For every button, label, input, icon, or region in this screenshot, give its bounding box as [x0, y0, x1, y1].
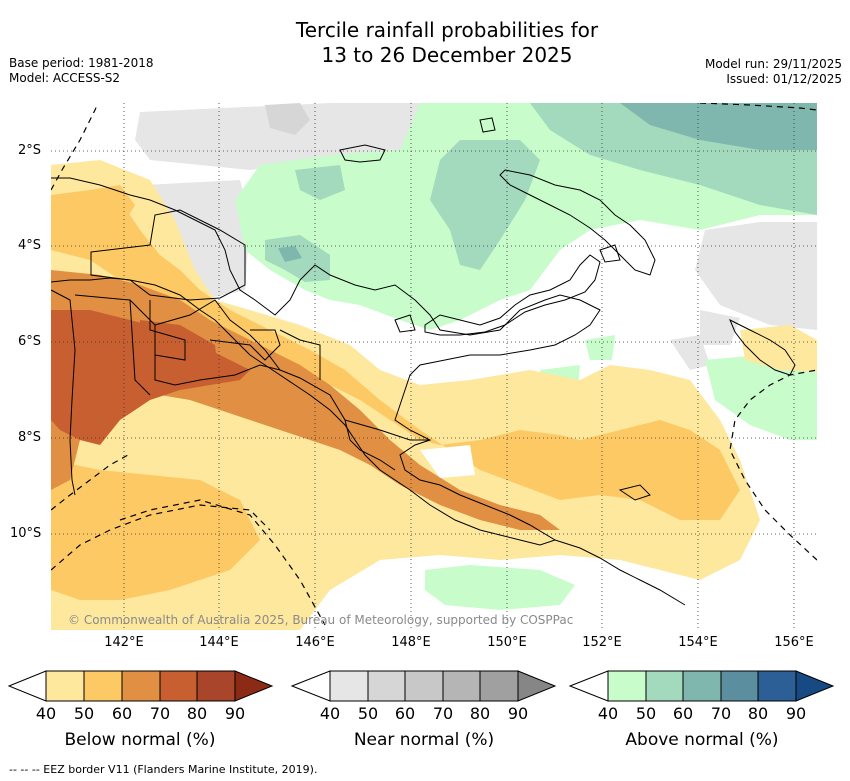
- title-line-1: Tercile rainfall probabilities for: [295, 18, 599, 42]
- near-normal-zone: [695, 222, 817, 330]
- eez-footnote: -- -- -- EEZ border V11 (Flanders Marine…: [9, 763, 318, 776]
- coastline: [51, 117, 796, 606]
- legend-tick: 70: [432, 704, 454, 723]
- lon-label: 148°E: [391, 635, 431, 650]
- lon-label: 150°E: [487, 635, 527, 650]
- eez-border: [51, 103, 817, 626]
- lon-label: 156°E: [774, 635, 814, 650]
- below-normal-zone: [80, 185, 135, 230]
- above-normal-zone: [295, 165, 345, 200]
- legend-tick: 80: [469, 704, 491, 723]
- lat-label: 10°S: [10, 526, 42, 541]
- legend-above-normal: [568, 670, 835, 702]
- legend-tick: 60: [672, 704, 694, 723]
- legend-tick: 90: [507, 704, 529, 723]
- above-normal-zone: [585, 335, 615, 360]
- model-info: Base period: 1981-2018 Model: ACCESS-S2: [9, 56, 154, 86]
- lon-label: 146°E: [295, 635, 335, 650]
- legend-tick: 90: [224, 704, 246, 723]
- model-run: Model run: 29/11/2025: [704, 57, 842, 71]
- base-period: Base period: 1981-2018: [9, 56, 154, 70]
- legend-tick: 60: [111, 704, 133, 723]
- copyright-notice: © Commonwealth of Australia 2025, Bureau…: [68, 613, 574, 627]
- lon-label: 144°E: [199, 635, 239, 650]
- legend-tick: 40: [35, 704, 57, 723]
- map-frame: [51, 103, 817, 630]
- legend-tick: 50: [357, 704, 379, 723]
- issued-date: Issued: 01/12/2025: [726, 72, 842, 86]
- above-normal-zone: [430, 140, 540, 270]
- above-normal-zone: [425, 565, 575, 610]
- near-normal-zone: [700, 310, 740, 345]
- above-normal-zone: [705, 355, 817, 440]
- legend-title-above: Above normal (%): [625, 730, 779, 750]
- lat-label: 8°S: [18, 430, 42, 445]
- lat-label: 4°S: [18, 238, 42, 253]
- legend-tick: 50: [635, 704, 657, 723]
- run-info: Model run: 29/11/2025 Issued: 01/12/2025: [705, 57, 842, 87]
- legend-tick: 40: [597, 704, 619, 723]
- below-normal-zone: [740, 325, 817, 372]
- legend-title-near: Near normal (%): [353, 730, 495, 750]
- no-signal-zone: [420, 445, 475, 478]
- near-normal-zone: [135, 103, 420, 170]
- legend-tick: 40: [319, 704, 341, 723]
- lon-label: 152°E: [582, 635, 622, 650]
- legend-tick: 50: [73, 704, 95, 723]
- legend-tick: 60: [394, 704, 416, 723]
- legend-tick: 80: [186, 704, 208, 723]
- legend-below-normal: [7, 670, 274, 702]
- legend-tick: 70: [149, 704, 171, 723]
- model-name: Model: ACCESS-S2: [9, 71, 121, 85]
- no-signal-zone: [560, 240, 690, 330]
- province-borders: [74, 209, 430, 471]
- below-normal-zone: [51, 190, 740, 520]
- legend-title-below: Below normal (%): [64, 730, 216, 750]
- map-title: Tercile rainfall probabilities for 13 to…: [0, 18, 850, 68]
- lon-label: 142°E: [104, 635, 144, 650]
- near-normal-zone: [265, 103, 310, 135]
- below-normal-zone: [51, 460, 260, 600]
- legend-tick: 80: [747, 704, 769, 723]
- above-normal-zone: [620, 103, 817, 150]
- below-normal-zone: [51, 310, 250, 445]
- lat-label: 2°S: [18, 143, 42, 158]
- lon-label: 154°E: [678, 635, 718, 650]
- legend-tick: 70: [710, 704, 732, 723]
- above-normal-zone: [278, 246, 302, 262]
- legend-tick: 90: [785, 704, 807, 723]
- near-normal-zone: [145, 180, 250, 300]
- lat-label: 6°S: [18, 334, 42, 349]
- legend-near-normal: [290, 670, 557, 702]
- title-line-2: 13 to 26 December 2025: [321, 43, 573, 67]
